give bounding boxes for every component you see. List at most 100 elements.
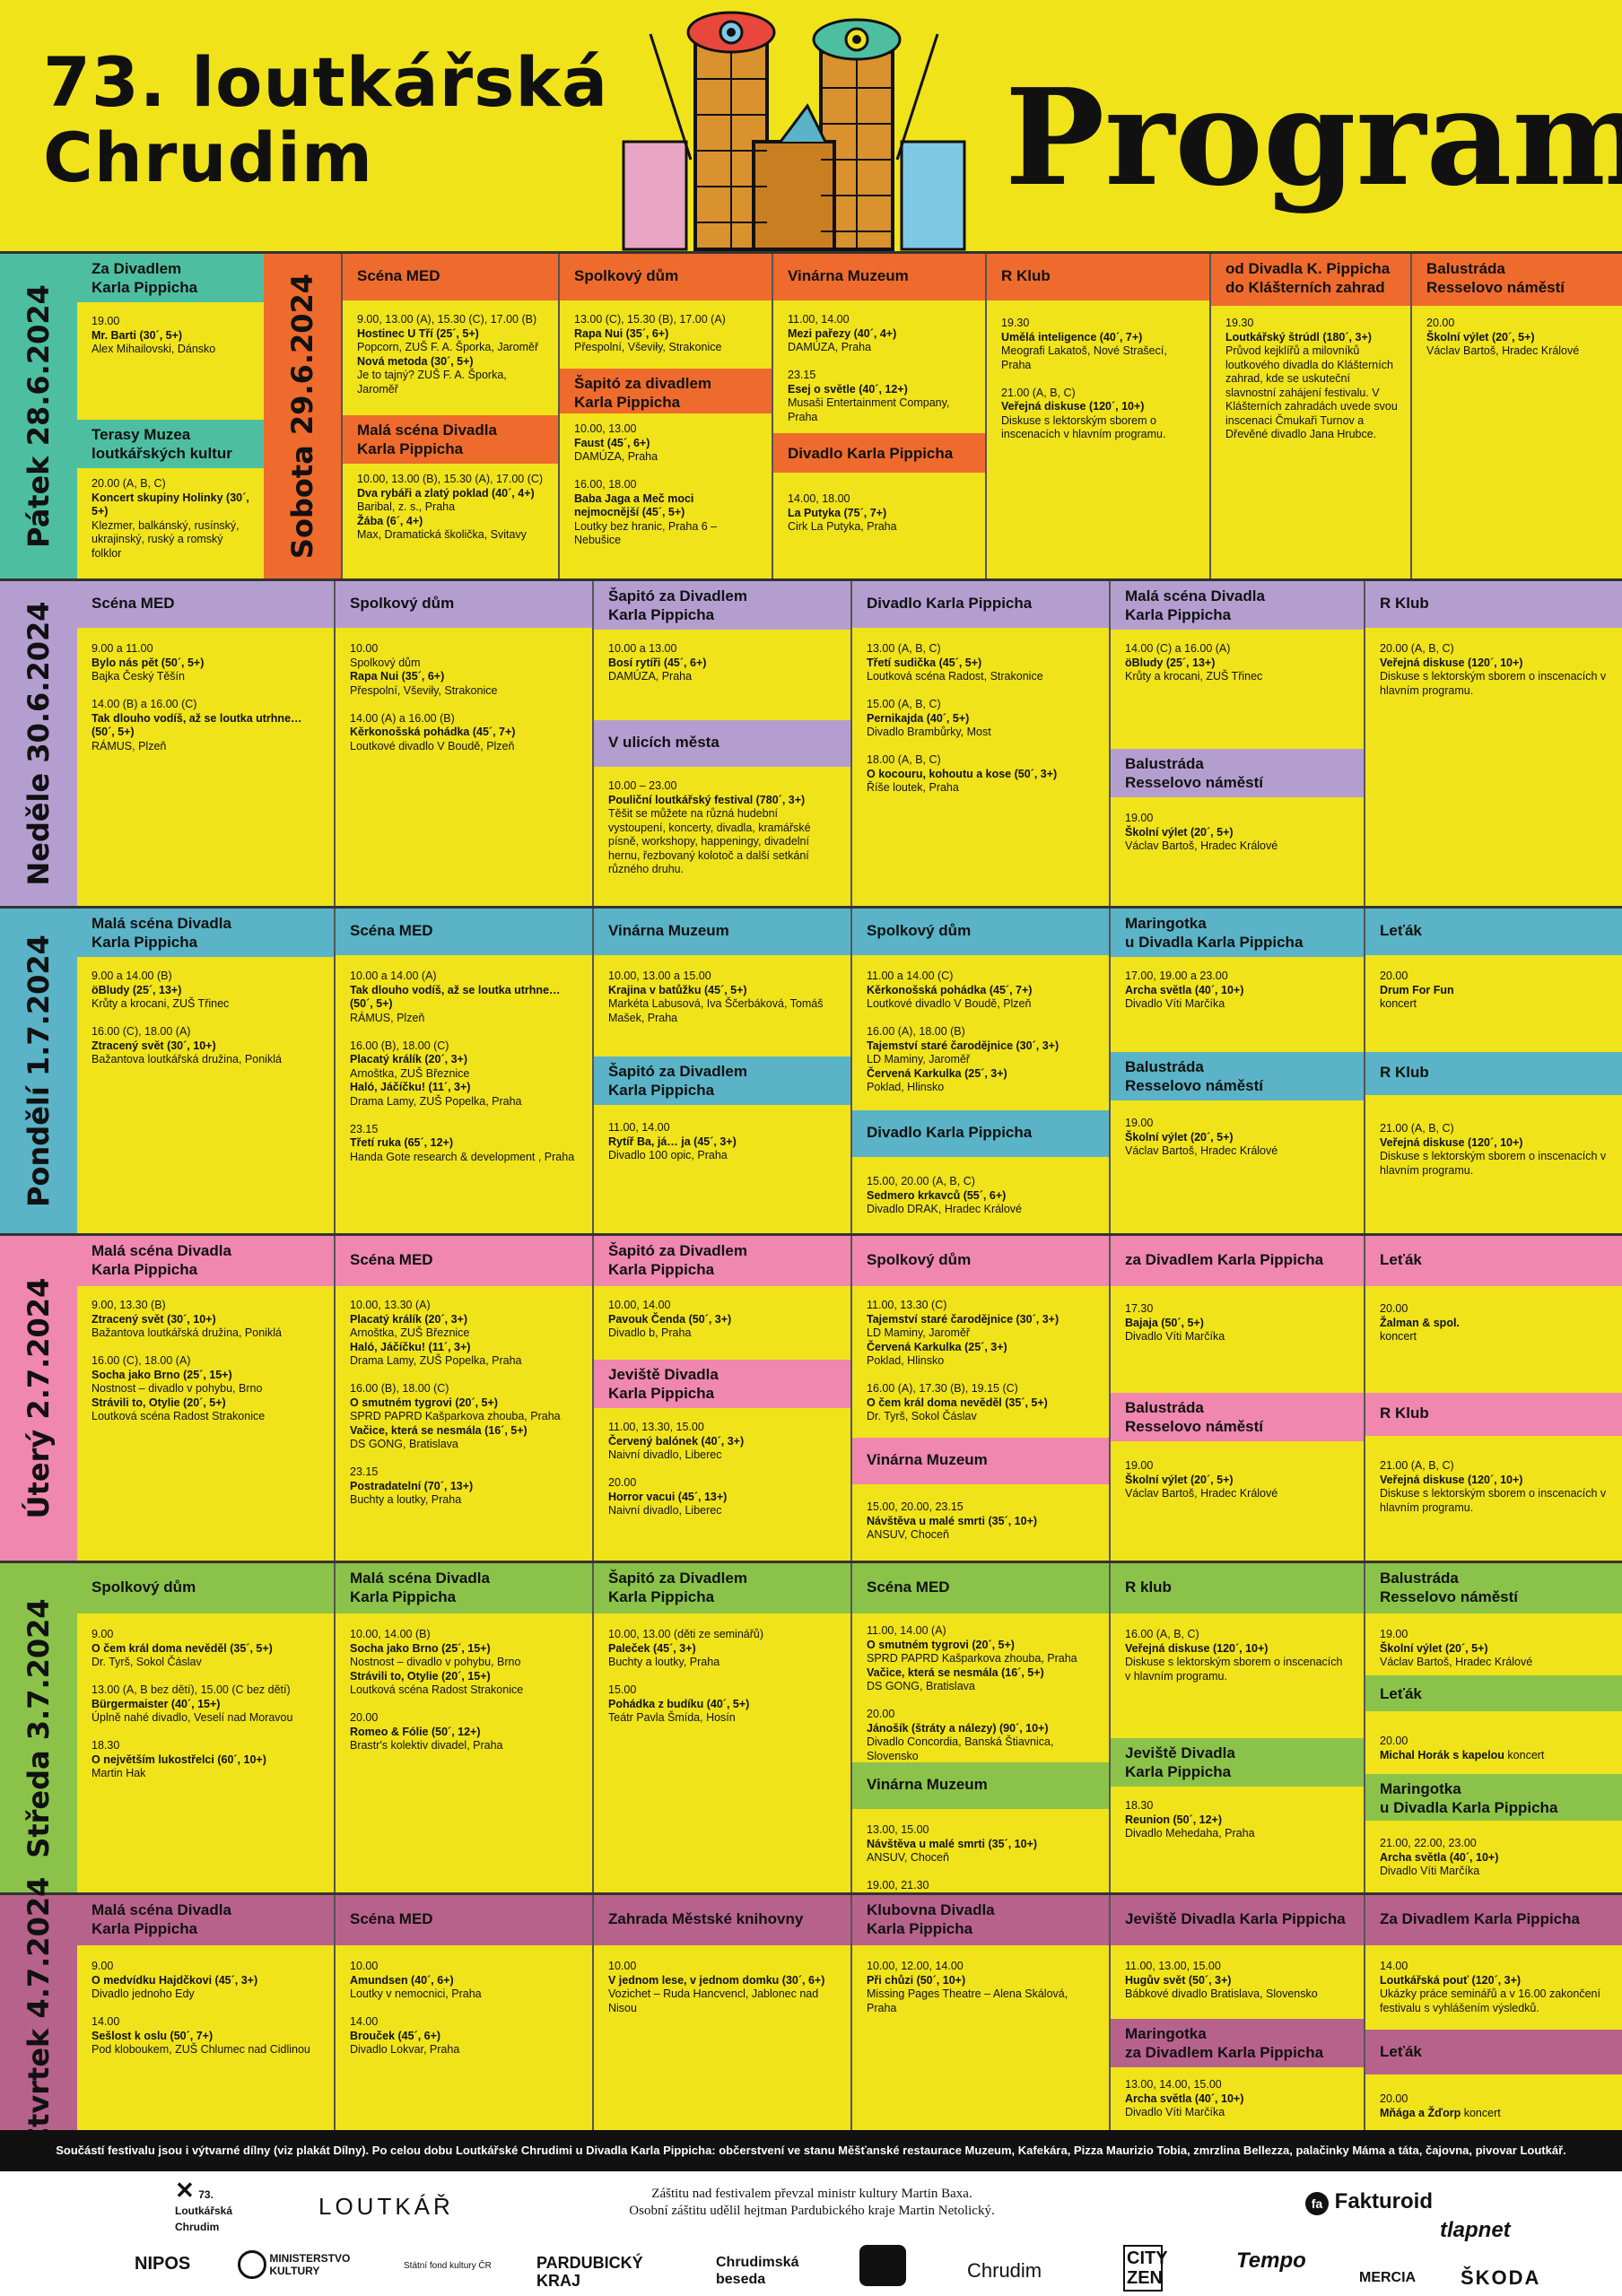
venue-heading: Divadlo Karla Pippicha (852, 1110, 1109, 1157)
venue-column: za Divadlem Karla Pippicha 17.30 Bajaja … (1109, 1236, 1364, 1561)
venue-heading: Spolkový dům (336, 581, 592, 628)
venue-block: Scéna MED 10.00, 13.30 (A) Placatý králí… (336, 1236, 592, 1563)
venue-block: Leťák 20.00 Žalman & spol. koncert (1365, 1236, 1622, 1393)
event-list: 9.00 O čem král doma nevěděl (35´, 5+) D… (92, 1628, 293, 1779)
venue-column: od Divadla K. Pippicha do Klášterních za… (1209, 254, 1410, 578)
venue-block: Šapitó za Divadlem Karla Pippicha 10.00 … (594, 581, 850, 720)
nipos-logo: NIPOS (135, 2254, 191, 2274)
venue-heading: Balustráda Resselovo náměstí (1111, 1052, 1364, 1100)
chrudim-logo: Chrudim (967, 2259, 1042, 2282)
day-wednesday: Středa 3.7.2024 Spolkový dům 9.00 O čem … (0, 1561, 1622, 1906)
venue-heading: R klub (1111, 1563, 1364, 1613)
venue-block: Spolkový dům 9.00 O čem král doma nevědě… (77, 1563, 334, 1895)
day-label-text: Neděle 30.6.2024 (22, 601, 56, 886)
venue-heading: R Klub (1365, 1052, 1622, 1095)
cityzen-logo: CITY ZEN (1123, 2245, 1168, 2292)
event-list: 15.00, 20.00 (A, B, C) Sedmero krkavců (… (867, 1175, 1022, 1215)
event-list: 11.00, 14.00 Mezi pařezy (40´, 4+) DAMÚZ… (788, 313, 950, 423)
day-sunday: Neděle 30.6.2024 Scéna MED 9.00 a 11.00 … (0, 578, 1622, 906)
venue-column: Leťák 20.00 Žalman & spol. koncert R Klu… (1364, 1236, 1622, 1561)
venue-heading: Šapitó za Divadlem Karla Pippicha (594, 1057, 850, 1105)
loutkar-logo: LOUTKÁŘ (318, 2193, 454, 2220)
event-list: 13.00 (A, B, C) Třetí sudička (45´, 5+) … (867, 642, 1058, 794)
venue-heading: Balustráda Resselovo náměstí (1365, 1563, 1622, 1613)
event-list: 10.00 – 23.00 Pouliční loutkářský festiv… (608, 779, 811, 875)
venue-heading: Maringotka u Divadla Karla Pippicha (1111, 909, 1364, 957)
event-list: 15.00, 20.00, 23.15 Návštěva u malé smrt… (867, 1500, 1038, 1541)
venue-block: Balustráda Resselovo náměstí 20.00 Školn… (1412, 254, 1622, 581)
venue-block: Zahrada Městské knihovny 10.00 V jednom … (594, 1895, 850, 2133)
venue-column: Klubovna Divadla Karla Pippicha 10.00, 1… (850, 1895, 1109, 2130)
venue-block: Za Divadlem Karla Pippicha 14.00 Loutkář… (1365, 1895, 1622, 2030)
event-list: 20.00 Žalman & spol. koncert (1380, 1302, 1460, 1343)
venue-heading: Šapitó za Divadlem Karla Pippicha (594, 581, 850, 630)
event-list: 19.00 Mr. Barti (30´, 5+) Alex Mihailovs… (92, 315, 216, 355)
event-list: 10.00 Amundsen (40´, 6+) Loutky v nemocn… (350, 1960, 482, 2056)
event-list: 9.00 a 11.00 Bylo nás pět (50´, 5+) Bajk… (92, 642, 302, 752)
venue-heading: Klubovna Divadla Karla Pippicha (852, 1895, 1109, 1945)
venue-heading: R Klub (1365, 1393, 1622, 1436)
venue-block: Leťák 20.00 Drum For Fun koncert (1365, 909, 1622, 1052)
pardubicky-kraj-logo: PARDUBICKÝ KRAJ (536, 2254, 643, 2290)
venue-column: Za Divadlem Karla Pippicha 19.00 Mr. Bar… (77, 254, 264, 578)
venue-block: Scéna MED 10.00 a 14.00 (A) Tak dlouho v… (336, 909, 592, 1236)
patronage-line-1: Záštitu nad festivalem převzal ministr k… (651, 2187, 972, 2201)
venue-heading: Za Divadlem Karla Pippicha (77, 254, 264, 302)
venue-heading: Malá scéna Divadla Karla Pippicha (343, 415, 558, 464)
venue-heading: Balustráda Resselovo náměstí (1111, 749, 1364, 797)
venue-heading: Malá scéna Divadla Karla Pippicha (336, 1563, 592, 1613)
day-label: Pátek 28.6.2024 (0, 254, 77, 578)
day-label-text: Čtvrtek 4.7.2024 (22, 1876, 56, 2149)
event-list: 10.00 a 14.00 (A) Tak dlouho vodíš, až s… (350, 970, 575, 1163)
event-list: 10.00 V jednom lese, v jednom domku (30´… (608, 1960, 825, 2014)
day-label: Sobota 29.6.2024 (264, 254, 341, 578)
venue-block: Šapitó za Divadlem Karla Pippicha 11.00,… (594, 1057, 850, 1236)
venue-block: Balustráda Resselovo náměstí 19.00 Školn… (1111, 749, 1364, 909)
venue-block: Spolkový dům 13.00 (C), 15.30 (B), 17.00… (560, 254, 772, 369)
fakturoid-icon: fa (1305, 2192, 1329, 2215)
event-list: 11.00 a 14.00 (C) Kěrkonošská pohádka (4… (867, 970, 1060, 1093)
venue-block: Šapitó za Divadlem Karla Pippicha 10.00,… (594, 1563, 850, 1895)
venue-heading: Vinárna Muzeum (773, 254, 985, 300)
day-label: Pondělí 1.7.2024 (0, 909, 77, 1233)
event-list: 10.00, 13.00 Faust (45´, 6+) DAMÚZA, Pra… (574, 422, 718, 546)
venue-heading: Za Divadlem Karla Pippicha (1365, 1895, 1622, 1945)
venue-column: Spolkový dům 9.00 O čem král doma nevědě… (77, 1563, 334, 1892)
venue-block: Spolkový dům 11.00, 13.30 (C) Tajemství … (852, 1236, 1109, 1438)
venue-heading: R Klub (1365, 581, 1622, 628)
venue-block: Jeviště Divadla Karla Pippicha 11.00, 13… (1111, 1895, 1364, 2019)
event-list: 21.00 (A, B, C) Veřejná diskuse (120´, 1… (1380, 1122, 1607, 1177)
venue-block: Malá scéna Divadla Karla Pippicha 9.00, … (77, 1236, 334, 1563)
event-list: 11.00, 13.30 (C) Tajemství staré čaroděj… (867, 1299, 1060, 1422)
venue-heading: Zahrada Městské knihovny (594, 1895, 850, 1945)
venue-heading: Spolkový dům (560, 254, 772, 300)
day-friday-saturday: Pátek 28.6.2024 Za Divadlem Karla Pippic… (0, 251, 1622, 578)
venue-block: Šapitó za Divadlem Karla Pippicha 10.00,… (594, 1236, 850, 1360)
venue-heading: Jeviště Divadla Karla Pippicha (1111, 1895, 1364, 1945)
venue-block: Malá scéna Divadla Karla Pippicha 10.00,… (343, 415, 558, 581)
venue-block: Scéna MED 9.00 a 11.00 Bylo nás pět (50´… (77, 581, 334, 909)
day-monday: Pondělí 1.7.2024 Malá scéna Divadla Karl… (0, 906, 1622, 1233)
event-list: 17.30 Bajaja (50´, 5+) Divadlo Víti Marč… (1125, 1302, 1225, 1343)
venue-block: Vinárna Muzeum 11.00, 14.00 Mezi pařezy … (773, 254, 985, 433)
event-list: 19.00 Školní výlet (20´, 5+) Václav Bart… (1125, 1117, 1278, 1157)
fakturoid-logo: fa Fakturoid (1305, 2189, 1433, 2215)
venue-heading: za Divadlem Karla Pippicha (1111, 1236, 1364, 1286)
unima-icon (859, 2245, 906, 2286)
venue-heading: Scéna MED (343, 254, 558, 300)
event-list: 10.00, 12.00, 14.00 Při chůzi (50´, 10+)… (867, 1960, 1068, 2014)
venue-heading: Divadlo Karla Pippicha (852, 581, 1109, 628)
sfk-logo: Státní fond kultury ČR (404, 2261, 492, 2271)
festival-illustration (622, 11, 966, 251)
venue-column: Divadlo Karla Pippicha 13.00 (A, B, C) T… (850, 581, 1109, 906)
event-list: 10.00, 14.00 (B) Socha jako Brno (25´, 1… (350, 1628, 524, 1752)
day-thursday: Čtvrtek 4.7.2024 Malá scéna Divadla Karl… (0, 1877, 1622, 2148)
venue-block: Scéna MED 11.00, 14.00 (A) O smutném tyg… (852, 1563, 1109, 1762)
venue-column: Šapitó za Divadlem Karla Pippicha 10.00,… (592, 1236, 850, 1561)
venue-column: R Klub 20.00 (A, B, C) Veřejná diskuse (… (1364, 581, 1622, 906)
venue-block: R klub 16.00 (A, B, C) Veřejná diskuse (… (1111, 1563, 1364, 1738)
venue-heading: Balustráda Resselovo náměstí (1412, 254, 1622, 306)
day-label: Úterý 2.7.2024 (0, 1236, 77, 1561)
venue-column: Maringotka u Divadla Karla Pippicha 17.0… (1109, 909, 1364, 1233)
venue-block: V ulicích města 10.00 – 23.00 Pouliční l… (594, 720, 850, 909)
